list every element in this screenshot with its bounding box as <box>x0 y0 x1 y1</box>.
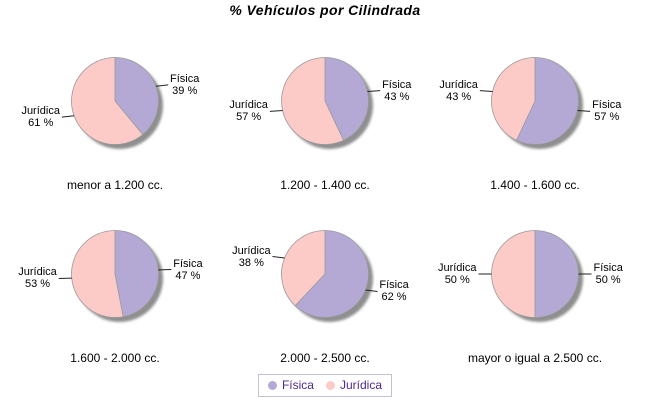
pie-category-label: 1.600 - 2.000 cc. <box>70 351 160 365</box>
chart-title: % Vehículos por Cilindrada <box>229 2 421 18</box>
slice-label-fisica: Física 47 % <box>173 257 203 282</box>
legend-swatch-juridica-icon <box>325 380 335 390</box>
pie-slice-fisica <box>324 57 369 141</box>
pie-category-label: mayor o igual a 2.500 cc. <box>467 351 603 365</box>
slice-label-juridica: Jurídica 43 % <box>439 78 478 103</box>
legend-item-juridica: Jurídica <box>325 378 383 392</box>
legend-box: Física Jurídica <box>257 374 393 397</box>
callout-line <box>365 289 378 292</box>
legend: Física Jurídica <box>0 374 650 397</box>
pie-slice-fisica <box>515 57 579 145</box>
callout-line <box>479 90 493 93</box>
pie-category-label: 1.200 - 1.400 cc. <box>280 178 370 192</box>
pie-slice-fisica <box>114 230 159 318</box>
legend-label: Física <box>281 378 314 392</box>
pie-cell: mayor o igual a 2.500 cc. Física 50 % Jurí… <box>430 208 640 383</box>
slice-label-fisica: Física 50 % <box>593 262 623 286</box>
legend-item-fisica: Física <box>267 378 314 392</box>
callout-line <box>155 84 169 87</box>
pie-slice-fisica <box>534 230 579 318</box>
callout-line <box>577 109 591 112</box>
pie-cell: 1.600 - 2.000 cc. Física 47 % Jurídica 53 % <box>10 208 220 383</box>
slice-label-fisica: Física 39 % <box>170 73 200 98</box>
legend-label: Jurídica <box>339 378 383 392</box>
pie-svg <box>269 57 381 149</box>
slice-label-fisica: Física 43 % <box>382 78 412 103</box>
pie-cell: 2.000 - 2.500 cc. Física 62 % Jurídica 38 % <box>220 208 430 383</box>
legend-swatch-fisica-icon <box>267 380 277 390</box>
pie-svg <box>479 57 591 149</box>
pie-slice-juridica <box>71 57 144 145</box>
pie-svg <box>272 230 378 322</box>
slice-label-juridica: Jurídica 50 % <box>437 262 477 286</box>
pie-slice-juridica <box>281 230 326 307</box>
pie-svg <box>61 57 169 149</box>
slice-label-fisica: Física 62 % <box>379 279 409 304</box>
pie-slice-fisica <box>294 230 369 318</box>
callout-line <box>367 90 381 93</box>
slice-label-juridica: Jurídica 61 % <box>21 104 60 129</box>
pie-category-label: 1.400 - 1.600 cc. <box>490 178 580 192</box>
pie-cell: 1.400 - 1.600 cc. Física 57 % Jurídica 43 % <box>430 35 640 210</box>
pie-slice-juridica <box>491 230 536 318</box>
pie-slice-juridica <box>71 230 124 318</box>
pie-slice-juridica <box>281 57 345 145</box>
slice-label-juridica: Jurídica 57 % <box>229 99 268 124</box>
pie-category-label: menor a 1.200 cc. <box>66 178 164 192</box>
callout-line <box>272 256 285 259</box>
slice-label-fisica: Física 57 % <box>592 99 622 124</box>
pie-cell: 1.200 - 1.400 cc. Física 43 % Jurídica 57 % <box>220 35 430 210</box>
callout-line <box>61 115 75 118</box>
slice-label-juridica: Jurídica 53 % <box>18 266 57 291</box>
callout-line <box>269 109 283 112</box>
slice-label-juridica: Jurídica 38 % <box>232 244 271 269</box>
pie-category-label: 2.000 - 2.500 cc. <box>280 351 370 365</box>
pie-cell: menor a 1.200 cc. Física 39 % Jurídica 61 % <box>10 35 220 210</box>
pie-svg <box>58 230 172 322</box>
pie-svg <box>478 230 592 322</box>
